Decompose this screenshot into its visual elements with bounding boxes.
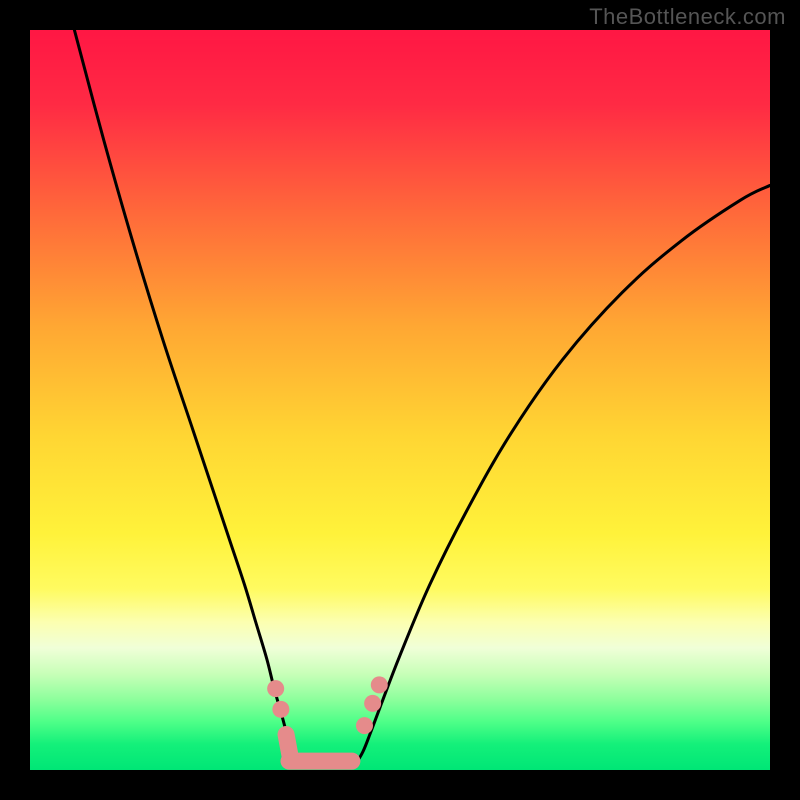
bottleneck-chart [0,0,800,800]
marker-dot [364,695,381,712]
marker-dot [356,717,373,734]
chart-frame: TheBottleneck.com [0,0,800,800]
marker-dot [371,676,388,693]
marker-dot [272,701,289,718]
watermark-text: TheBottleneck.com [589,4,786,30]
marker-dot [267,680,284,697]
marker-left-segment [286,734,290,758]
